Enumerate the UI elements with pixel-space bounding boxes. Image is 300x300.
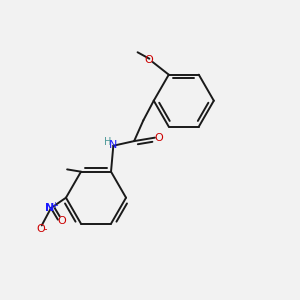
Text: N: N [45, 203, 54, 213]
Text: H: H [104, 136, 112, 147]
Text: +: + [51, 201, 58, 210]
Text: -: - [43, 224, 47, 234]
Text: O: O [58, 217, 66, 226]
Text: O: O [155, 133, 164, 142]
Text: O: O [144, 55, 153, 65]
Text: N: N [108, 140, 117, 150]
Text: O: O [36, 224, 45, 234]
